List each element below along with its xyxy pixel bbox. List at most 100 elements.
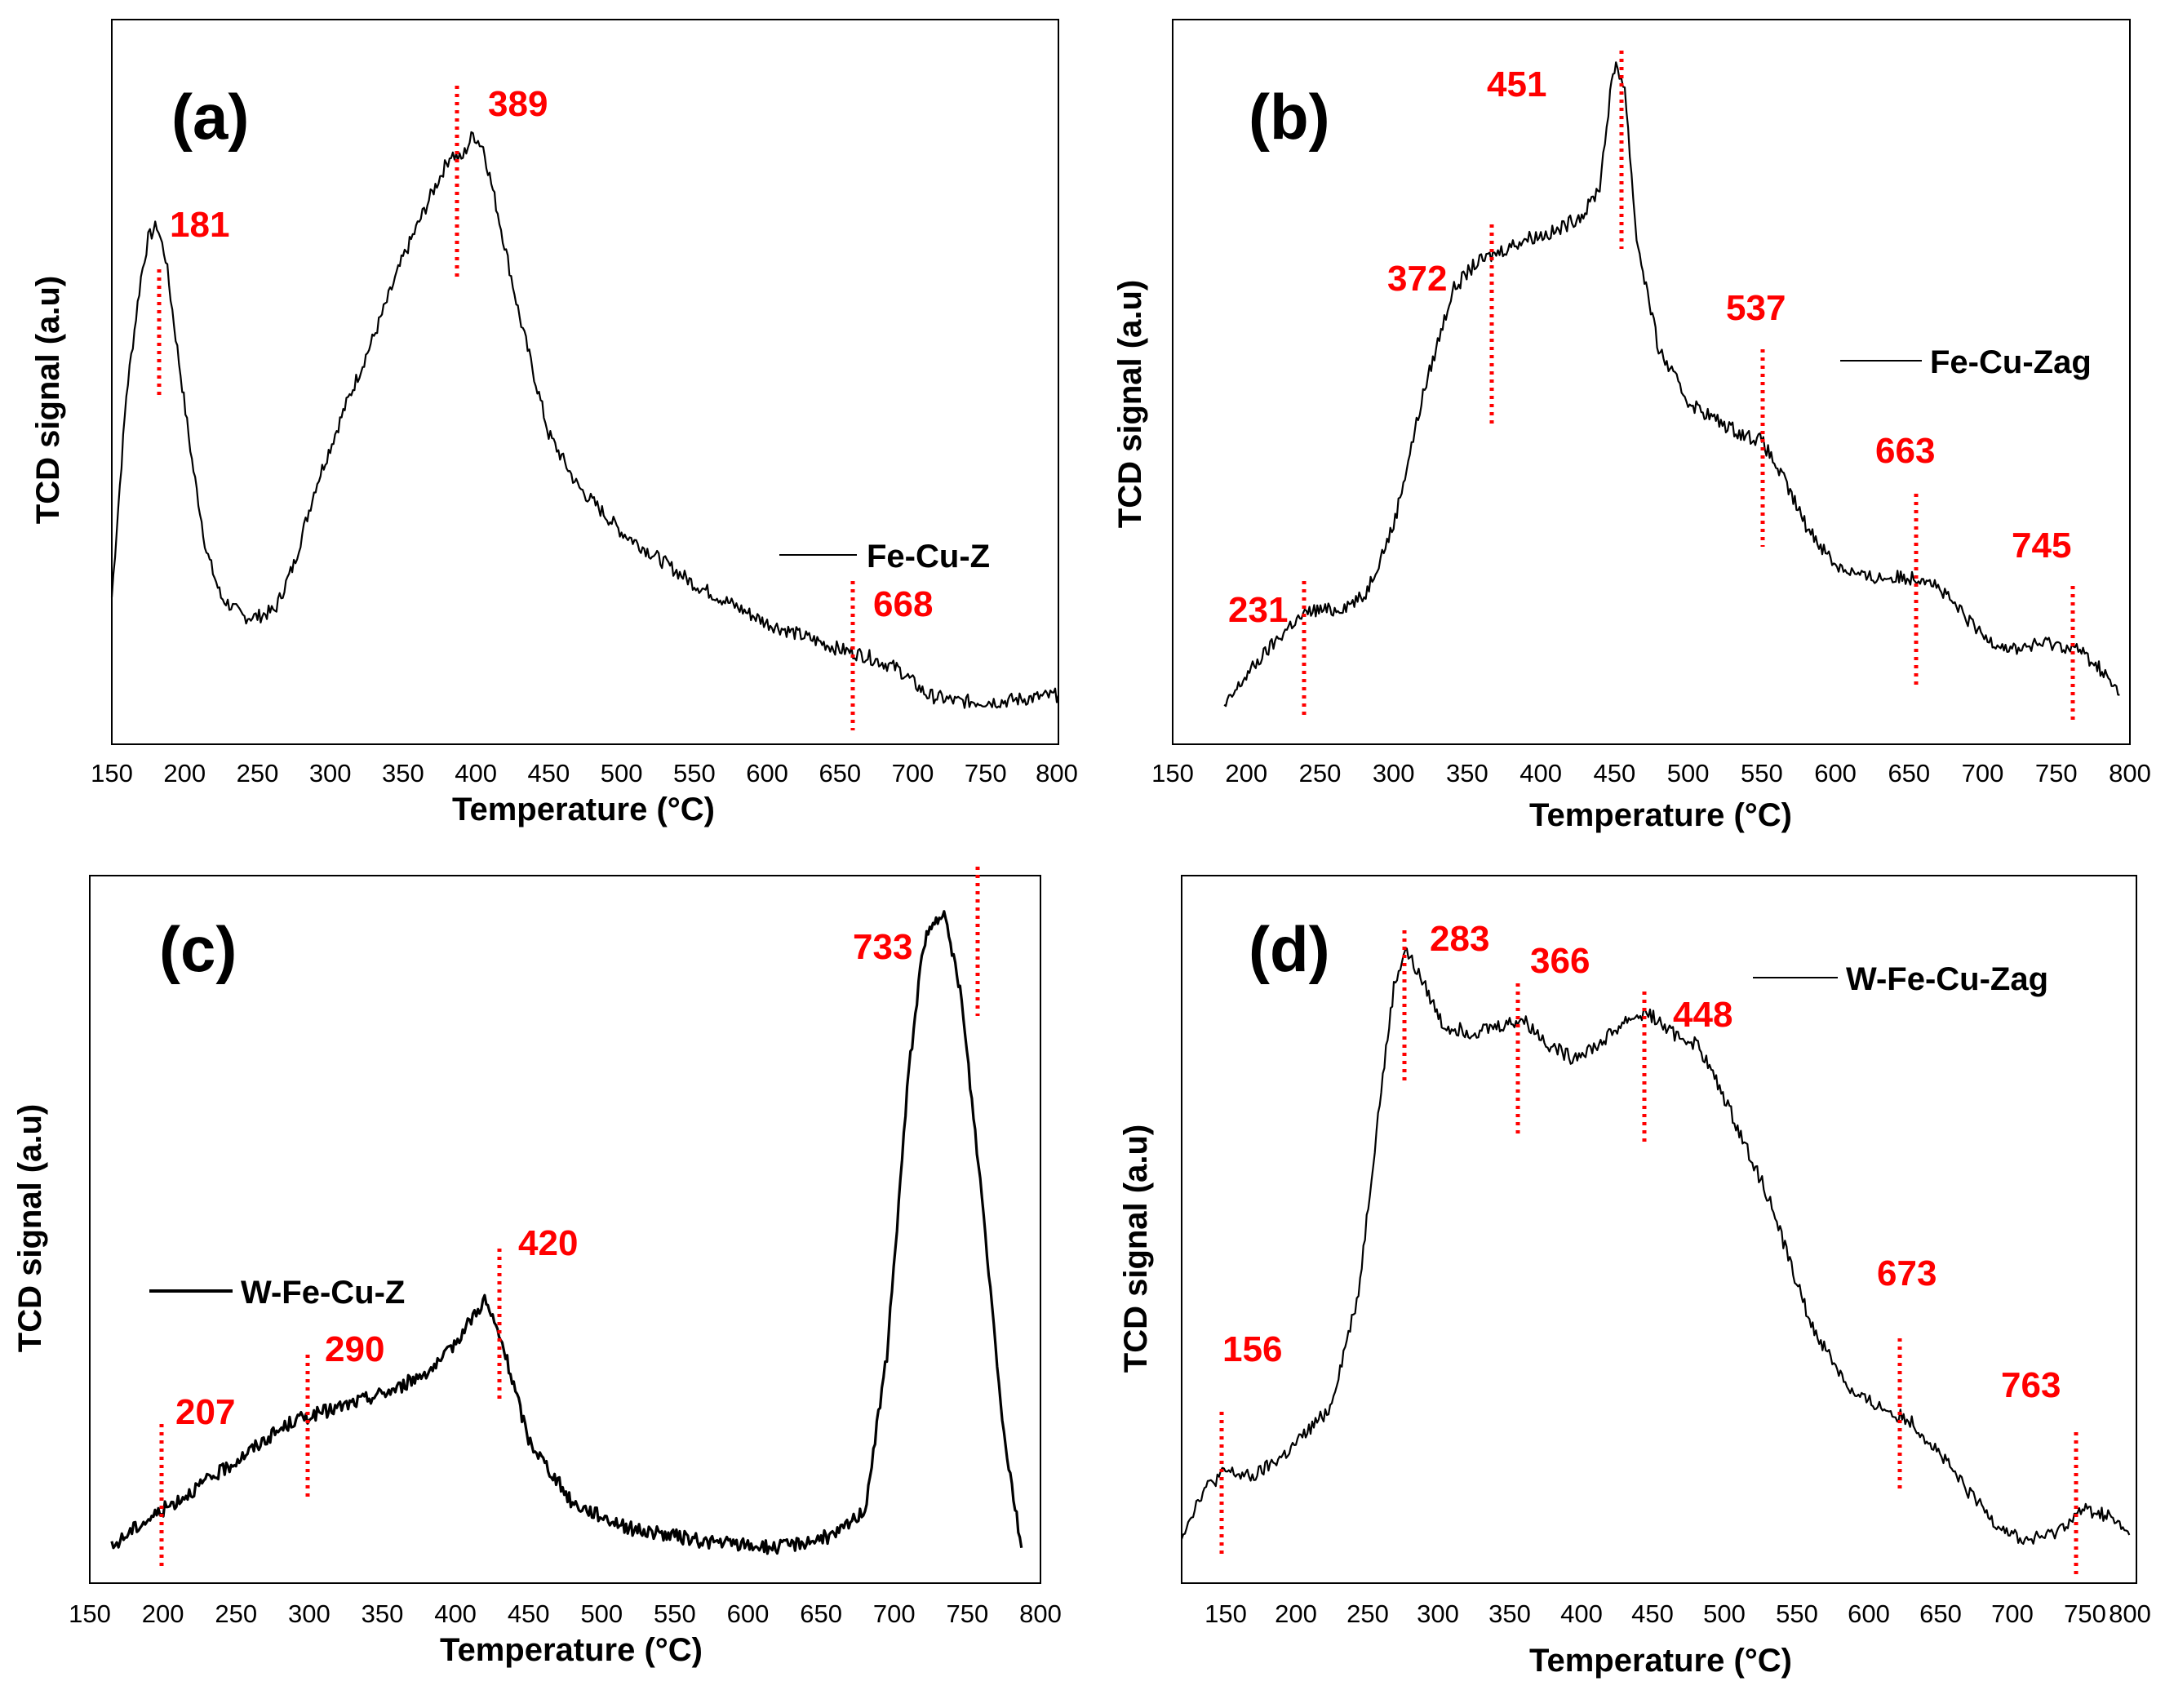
x-tick-label: 300 <box>288 1599 331 1628</box>
x-tick-label: 250 <box>215 1599 257 1628</box>
peak-label-448: 448 <box>1673 995 1732 1035</box>
peak-label-537: 537 <box>1726 288 1786 328</box>
x-tick-label: 700 <box>892 759 934 787</box>
x-axis-title: Temperature (°C) <box>1529 1643 1792 1679</box>
x-tick-label: 750 <box>947 1599 989 1628</box>
peak-label-207: 207 <box>175 1392 235 1432</box>
series-line-Fe-Cu-Zag <box>1223 61 2120 708</box>
chart-panel-d: 156 283 366 448 673 763 150 200 250 300 350 400 450 5… <box>1118 875 2151 1679</box>
x-tick-label: 200 <box>1275 1599 1317 1628</box>
panel-letter: (d) <box>1249 913 1330 985</box>
x-tick-label: 500 <box>1667 759 1710 787</box>
x-tick-label: 350 <box>382 759 424 787</box>
plot-frame <box>1181 875 2137 1584</box>
x-axis-title: Temperature (°C) <box>1529 797 1792 833</box>
x-tick-label: 750 <box>965 759 1007 787</box>
legend-label: W-Fe-Cu-Z <box>241 1275 405 1311</box>
x-tick-label: 450 <box>1631 1599 1674 1628</box>
x-tick-label: 250 <box>1346 1599 1389 1628</box>
peak-label-673: 673 <box>1877 1253 1937 1293</box>
panel-letter: (c) <box>159 913 237 985</box>
x-tick-label: 250 <box>1299 759 1342 787</box>
peak-label-733: 733 <box>853 927 912 967</box>
x-tick-label: 150 <box>1205 1599 1247 1628</box>
x-tick-label: 150 <box>91 759 133 787</box>
x-tick-label: 350 <box>1488 1599 1531 1628</box>
x-tick-label: 800 <box>2109 759 2151 787</box>
x-tick-label: 300 <box>309 759 352 787</box>
x-tick-label: 550 <box>1776 1599 1818 1628</box>
peak-label-372: 372 <box>1387 259 1447 299</box>
x-tick-label: 650 <box>1919 1599 1962 1628</box>
x-tick-label: 650 <box>819 759 861 787</box>
x-tick-label: 150 <box>69 1599 111 1628</box>
peak-label-283: 283 <box>1430 919 1489 959</box>
x-tick-label: 400 <box>455 759 497 787</box>
x-tick-label: 800 <box>1036 759 1078 787</box>
x-tick-label: 750 <box>2064 1599 2106 1628</box>
peak-label-290: 290 <box>325 1329 384 1369</box>
peak-label-231: 231 <box>1228 590 1288 630</box>
plot-frame <box>89 875 1041 1584</box>
peak-label-366: 366 <box>1530 941 1590 981</box>
x-tick-label: 150 <box>1151 759 1194 787</box>
x-axis-title: Temperature (°C) <box>452 792 715 827</box>
plot-frame <box>111 19 1059 745</box>
x-tick-label: 650 <box>800 1599 842 1628</box>
x-tick-label: 700 <box>1962 759 2004 787</box>
y-axis-title: TCD signal (a.u) <box>1118 1125 1154 1373</box>
x-tick-label: 350 <box>1446 759 1488 787</box>
series-line-W-Fe-Cu-Zag <box>1180 947 2131 1545</box>
x-tick-label: 500 <box>580 1599 623 1628</box>
x-tick-label: 400 <box>1519 759 1562 787</box>
plot-frame <box>1172 19 2131 745</box>
x-tick-label: 600 <box>727 1599 770 1628</box>
x-tick-label: 750 <box>2035 759 2078 787</box>
x-tick-label: 450 <box>508 1599 550 1628</box>
x-tick-label: 450 <box>1594 759 1636 787</box>
y-axis-title: TCD signal (a.u) <box>30 276 66 524</box>
x-tick-label: 300 <box>1417 1599 1459 1628</box>
x-tick-label: 300 <box>1373 759 1415 787</box>
peak-label-745: 745 <box>2012 526 2071 566</box>
x-tick-label: 700 <box>1991 1599 2034 1628</box>
x-tick-label: 600 <box>1814 759 1857 787</box>
x-tick-label: 200 <box>1225 759 1267 787</box>
chart-panel-c: 207 290 420 733 150 200 250 300 350 400 450 500 550 6… <box>12 867 1062 1668</box>
x-tick-label: 550 <box>654 1599 696 1628</box>
peak-label-763: 763 <box>2001 1365 2061 1405</box>
x-tick-label: 200 <box>163 759 206 787</box>
chart-panel-b: 231 372 451 537 663 745 150 200 250 300 350 400 450 5… <box>1112 19 2151 833</box>
x-tick-label: 600 <box>746 759 788 787</box>
legend-label: Fe-Cu-Z <box>867 539 990 575</box>
y-axis-title: TCD signal (a.u) <box>12 1104 48 1352</box>
x-tick-label: 500 <box>1703 1599 1746 1628</box>
x-tick-label: 600 <box>1848 1599 1890 1628</box>
x-axis-title: Temperature (°C) <box>440 1632 703 1668</box>
x-tick-label: 350 <box>362 1599 404 1628</box>
series-line-W-Fe-Cu-Z <box>110 910 1023 1555</box>
x-tick-label: 200 <box>142 1599 184 1628</box>
x-tick-label: 500 <box>601 759 643 787</box>
legend-label: Fe-Cu-Zag <box>1930 344 2092 380</box>
x-tick-label: 800 <box>2109 1599 2151 1628</box>
peak-label-668: 668 <box>873 584 933 624</box>
panel-letter: (a) <box>171 81 249 153</box>
peak-label-156: 156 <box>1222 1329 1282 1369</box>
x-tick-label: 400 <box>434 1599 477 1628</box>
x-tick-label: 550 <box>1741 759 1783 787</box>
series-line-Fe-Cu-Z <box>110 131 1060 709</box>
x-tick-label: 450 <box>528 759 570 787</box>
peak-label-420: 420 <box>518 1223 578 1263</box>
peak-label-663: 663 <box>1875 431 1935 471</box>
peak-label-451: 451 <box>1487 64 1546 104</box>
peak-label-181: 181 <box>170 205 229 245</box>
chart-panel-a: 181 389 668 150 200 250 300 350 400 450 500 550 600 6… <box>30 19 1078 827</box>
y-axis-title: TCD signal (a.u) <box>1112 280 1148 528</box>
legend-label: W-Fe-Cu-Zag <box>1846 961 2048 997</box>
panel-letter: (b) <box>1249 81 1330 153</box>
x-tick-label: 250 <box>237 759 279 787</box>
x-tick-label: 650 <box>1888 759 1930 787</box>
peak-label-389: 389 <box>488 84 548 124</box>
